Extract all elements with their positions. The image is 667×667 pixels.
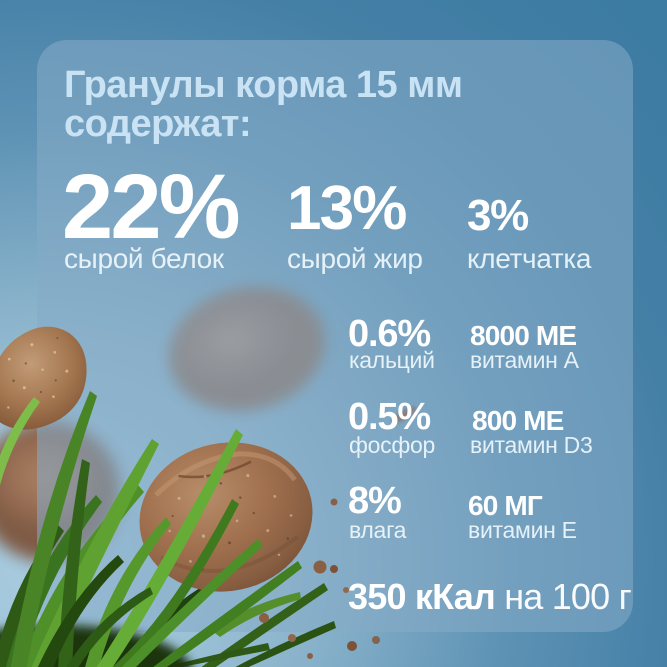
calcium-value: 0.6% <box>348 313 431 355</box>
fat-value: 13% <box>287 174 407 243</box>
vitamin-e-label: витамин Е <box>468 517 577 543</box>
phosphorus-value: 0.5% <box>348 396 431 438</box>
page-title: Гранулы корма 15 мм содержат: <box>64 64 463 145</box>
vitamin-a-value: 8000 МЕ <box>470 320 577 351</box>
calories-value: 350 кКал <box>348 576 496 617</box>
fiber-label: клетчатка <box>467 243 592 274</box>
calcium-label: кальций <box>349 347 435 373</box>
title-line-1: Гранулы корма 15 мм <box>64 64 463 106</box>
protein-value: 22% <box>62 156 241 258</box>
fat-label: сырой жир <box>287 243 423 274</box>
protein-label: сырой белок <box>64 243 224 274</box>
vitamin-a-label: витамин А <box>470 347 579 373</box>
moisture-value: 8% <box>348 480 402 522</box>
vitamin-d3-label: витамин D3 <box>470 432 593 458</box>
phosphorus-label: фосфор <box>349 432 436 458</box>
moisture-label: влага <box>349 517 407 543</box>
vitamin-d3-value: 800 МЕ <box>472 405 564 436</box>
title-line-2: содержат: <box>64 103 252 145</box>
vitamin-e-value: 60 МГ <box>468 490 543 521</box>
fiber-value: 3% <box>467 191 529 240</box>
calories-unit: на 100 г <box>504 576 632 617</box>
calories-line: 350 кКал на 100 г <box>348 576 632 617</box>
